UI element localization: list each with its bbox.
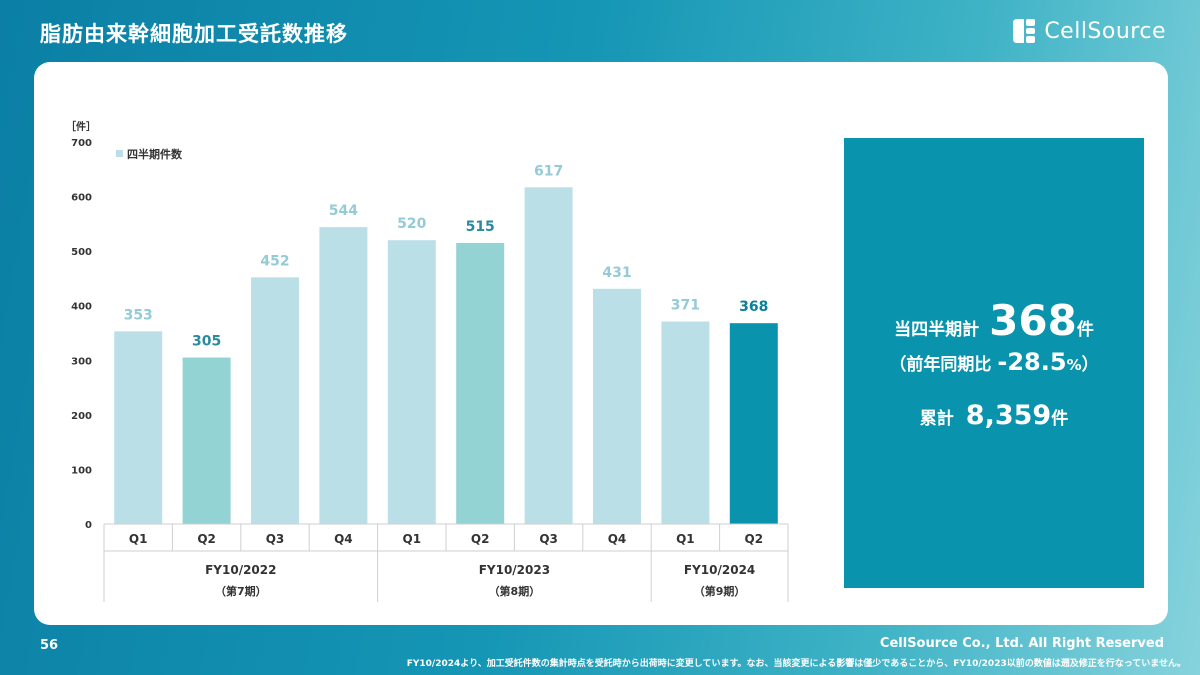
x-tick-label: Q1 xyxy=(129,532,148,546)
quarter-total-value: 368 xyxy=(989,296,1077,345)
bar xyxy=(524,187,573,524)
brand-name: CellSource xyxy=(1044,18,1166,44)
bar xyxy=(182,357,231,524)
copyright: CellSource Co., Ltd. All Right Reserved xyxy=(879,636,1164,651)
y-tick-label: 300 xyxy=(71,356,92,367)
quarter-total: 当四半期計 368件 xyxy=(844,296,1144,345)
data-label: 371 xyxy=(671,298,700,314)
quarter-total-label: 当四半期計 xyxy=(894,320,980,340)
legend-swatch xyxy=(116,150,123,157)
y-tick-label: 700 xyxy=(71,138,92,149)
data-label: 431 xyxy=(602,265,631,281)
cumulative-unit: 件 xyxy=(1051,409,1069,429)
data-label: 617 xyxy=(534,163,563,179)
group-label: FY10/2023 xyxy=(479,563,550,577)
bar xyxy=(593,288,641,524)
content-panel: ［件］ 0 100 200 300 400 500 600 700 四半期件数 353 305 452 5… xyxy=(34,62,1168,625)
bar xyxy=(456,242,505,524)
group-label: FY10/2022 xyxy=(205,563,276,577)
yoy-change: （前年同期比 -28.5%） xyxy=(844,348,1144,376)
data-label: 353 xyxy=(124,307,153,323)
data-label: 544 xyxy=(329,203,358,219)
bar xyxy=(661,321,710,524)
y-tick-label: 100 xyxy=(71,465,92,476)
cumulative-total: 累計 8,359件 xyxy=(844,400,1144,431)
bar xyxy=(729,323,778,524)
x-tick-label: Q3 xyxy=(539,532,558,546)
group-sublabel: （第8期） xyxy=(489,584,541,598)
bar xyxy=(319,227,368,525)
x-tick-label: Q1 xyxy=(403,532,422,546)
footnote: FY10/2024より、加工受託件数の集計時点を受託時から出荷時に変更しています… xyxy=(406,659,1186,669)
data-label: 305 xyxy=(192,334,221,350)
yoy-suffix: ） xyxy=(1081,355,1099,375)
bar xyxy=(251,277,299,524)
summary-box: 当四半期計 368件 （前年同期比 -28.5%） 累計 8,359件 xyxy=(844,138,1144,588)
data-label: 452 xyxy=(260,253,289,269)
group-sublabel: （第7期） xyxy=(215,584,267,598)
x-tick-label: Q4 xyxy=(334,532,353,546)
data-label: 520 xyxy=(397,216,426,232)
group-label: FY10/2024 xyxy=(684,563,755,577)
legend-label: 四半期件数 xyxy=(127,147,183,161)
slide-title: 脂肪由来幹細胞加工受託数推移 xyxy=(40,22,348,46)
x-tick-label: Q2 xyxy=(471,532,490,546)
yoy-prefix: （前年同期比 xyxy=(889,355,992,375)
y-axis-label: ［件］ xyxy=(66,120,96,133)
bar xyxy=(114,331,163,524)
yoy-value: -28.5 xyxy=(997,348,1067,376)
data-label: 368 xyxy=(739,299,768,315)
brand-logo: CellSource xyxy=(1012,18,1166,44)
y-tick-label: 200 xyxy=(71,411,92,422)
x-tick-label: Q1 xyxy=(676,532,695,546)
yoy-percent-sign: % xyxy=(1066,356,1082,374)
y-tick-label: 0 xyxy=(85,520,92,531)
x-tick-label: Q4 xyxy=(608,532,627,546)
bar-chart: ［件］ 0 100 200 300 400 500 600 700 四半期件数 353 305 452 5… xyxy=(66,120,789,602)
x-tick-label: Q3 xyxy=(266,532,285,546)
quarter-total-unit: 件 xyxy=(1076,320,1094,340)
y-tick-label: 600 xyxy=(71,193,92,204)
data-label: 515 xyxy=(466,219,495,235)
cumulative-value: 8,359 xyxy=(965,400,1052,431)
cumulative-label: 累計 xyxy=(919,409,954,429)
x-tick-label: Q2 xyxy=(197,532,216,546)
y-tick-label: 500 xyxy=(71,247,92,258)
group-sublabel: （第9期） xyxy=(694,584,746,598)
page-number: 56 xyxy=(40,638,59,653)
bar xyxy=(387,240,436,524)
x-tick-label: Q2 xyxy=(745,532,764,546)
y-tick-label: 400 xyxy=(71,302,92,313)
cellsource-logo-icon xyxy=(1013,19,1036,43)
